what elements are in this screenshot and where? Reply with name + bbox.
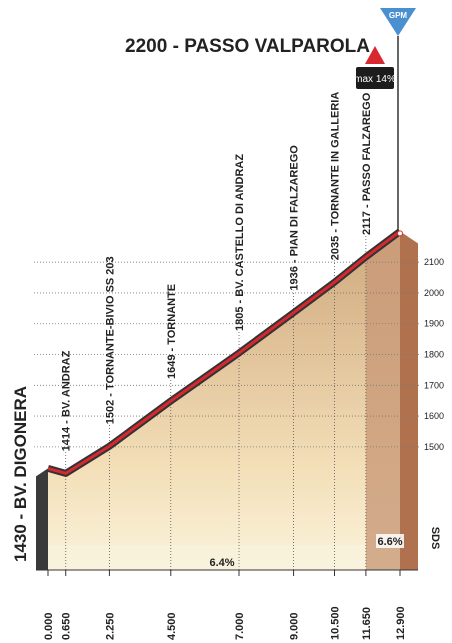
y-tick-label: 1500 <box>424 442 444 452</box>
x-tick-label: 4.500 <box>166 612 178 640</box>
chart-title: 2200 - PASSO VALPAROLA <box>125 36 370 57</box>
waypoint-label: 1936 - PIAN DI FALZAREGO <box>289 145 301 291</box>
summit-dot <box>397 230 403 237</box>
start-label: 1430 - BV. DIGONERA <box>11 386 30 562</box>
gradient-box <box>376 534 404 548</box>
waypoint-label: 1414 - BV. ANDRAZ <box>61 350 73 451</box>
x-tick-label: 0.000 <box>43 612 55 640</box>
gradient-label: 6.4% <box>209 557 234 569</box>
x-tick-label: 9.000 <box>289 612 301 640</box>
y-tick-label: 2100 <box>424 257 444 267</box>
waypoint-label: 1502 - TORNANTE-BIVIO SS 203 <box>104 256 116 424</box>
max-gradient: max 14% <box>354 74 396 85</box>
y-tick-label: 2000 <box>424 288 444 298</box>
y-tick-label: 1900 <box>424 319 444 329</box>
x-tick-label: 10.500 <box>330 606 342 640</box>
max-gradient-box <box>356 67 394 89</box>
profile-area <box>48 231 400 571</box>
x-tick-label: 11.650 <box>361 607 373 640</box>
gpm-badge <box>380 8 416 36</box>
waypoint-label: 1649 - TORNANTE <box>166 284 178 379</box>
finish-badge: SDS <box>429 527 441 550</box>
side-right <box>400 231 418 571</box>
profile-line <box>47 230 401 475</box>
x-tick-label: 2.250 <box>104 612 116 640</box>
waypoint-label: 2035 - TORNANTE IN GALLERIA <box>330 92 342 261</box>
base-strip <box>48 545 400 570</box>
side-left <box>36 468 48 570</box>
waypoint-label: 1805 - BV. CASTELLO DI ANDRAZ <box>234 154 246 331</box>
y-tick-label: 1700 <box>424 380 444 390</box>
final-segment <box>365 231 400 571</box>
x-tick-label: 7.000 <box>234 612 246 640</box>
warning-icon <box>365 46 385 64</box>
y-tick-label: 1600 <box>424 411 444 421</box>
gradient-label: 6.6% <box>377 536 402 548</box>
x-tick-label: 0.650 <box>61 612 73 640</box>
waypoint-label: 2117 - PASSO FALZAREGO <box>361 92 373 235</box>
x-tick-label: 12.900 <box>395 606 407 640</box>
gpm-text: GPM <box>389 11 408 20</box>
y-tick-label: 1800 <box>424 350 444 360</box>
